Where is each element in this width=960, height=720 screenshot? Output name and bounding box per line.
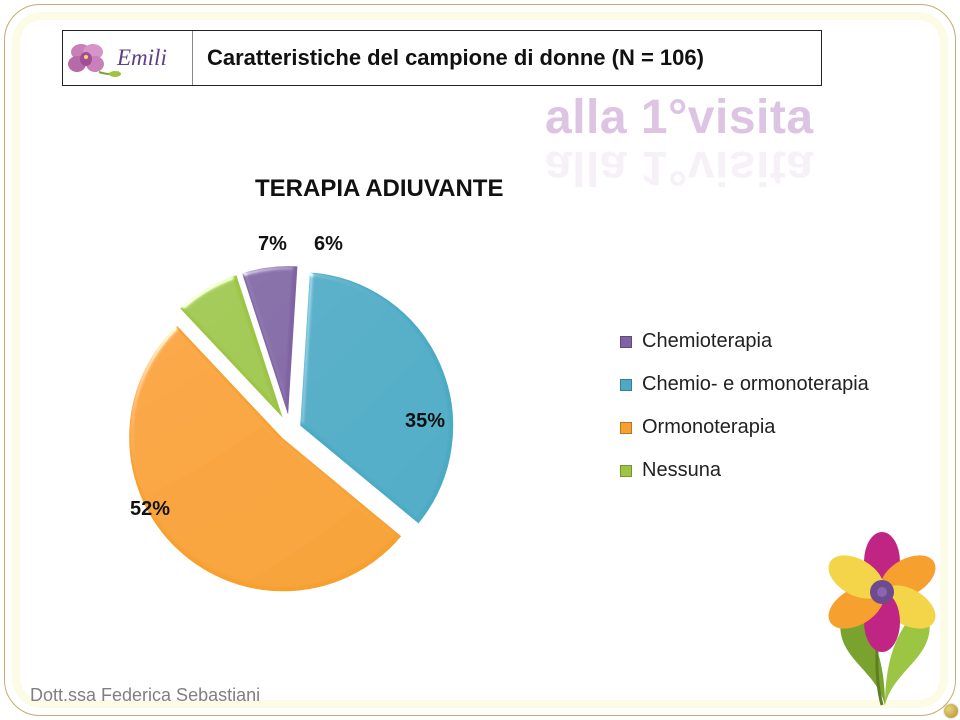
header-title: Caratteristiche del campione di donne (N… [193,45,704,71]
pie-slice [299,271,454,524]
legend-item: Chemioterapia [620,330,869,353]
slice-pct-label: 7% [258,233,287,256]
slice-pct-label: 6% [314,233,343,256]
legend-swatch [620,422,632,434]
legend-label: Chemioterapia [642,330,772,353]
pie-slice [128,324,402,592]
footer-author: Dott.ssa Federica Sebastiani [30,685,260,706]
pie-slice [179,274,285,421]
legend-swatch [620,336,632,348]
legend-label: Nessuna [642,459,721,482]
legend-swatch [620,465,632,477]
corner-flower-icon [780,530,960,720]
pie-slice [241,265,299,420]
legend-swatch [620,379,632,391]
legend-label: Ormonoterapia [642,416,775,439]
slice-pct-label: 52% [130,498,170,521]
chart-title: TERAPIA ADIUVANTE [255,175,503,203]
legend-item: Ormonoterapia [620,416,869,439]
logo: Emili [63,31,193,85]
logo-text: Emili [116,45,167,70]
legend: Chemioterapia Chemio- e ormonoterapia Ormo… [620,310,869,502]
subtitle-reflection: alla 1°visita [545,140,814,195]
header-box: Emili Caratteristiche del campione di do… [62,30,822,86]
slide: Emili Caratteristiche del campione di do… [0,0,960,720]
legend-item: Nessuna [620,459,869,482]
legend-label: Chemio- e ormonoterapia [642,373,869,396]
legend-item: Chemio- e ormonoterapia [620,373,869,396]
slice-pct-label: 35% [405,410,445,433]
subtitle: alla 1°visita [545,90,814,145]
corner-bullet-icon [944,704,958,718]
